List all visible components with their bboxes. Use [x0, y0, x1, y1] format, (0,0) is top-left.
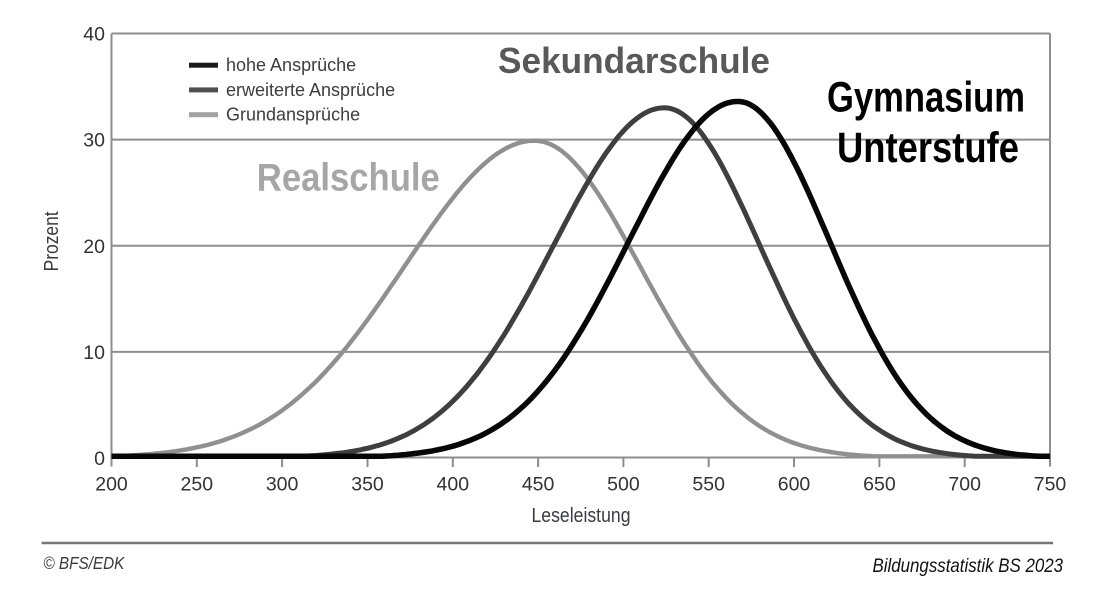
svg-text:650: 650 [863, 474, 896, 496]
svg-text:Gymnasium: Gymnasium [827, 74, 1025, 122]
svg-text:400: 400 [437, 474, 470, 496]
svg-text:20: 20 [83, 236, 105, 258]
svg-text:© BFS/EDK: © BFS/EDK [43, 553, 125, 573]
svg-text:250: 250 [181, 474, 214, 496]
svg-text:200: 200 [95, 474, 128, 496]
svg-text:500: 500 [607, 474, 640, 496]
svg-text:40: 40 [83, 24, 105, 46]
svg-text:Unterstufe: Unterstufe [837, 124, 1019, 172]
svg-text:0: 0 [94, 448, 105, 470]
svg-text:600: 600 [778, 474, 811, 496]
svg-text:300: 300 [266, 474, 299, 496]
svg-text:Prozent: Prozent [41, 211, 63, 271]
svg-text:750: 750 [1034, 474, 1067, 496]
svg-text:Leseleistung: Leseleistung [532, 505, 631, 527]
svg-text:Bildungsstatistik BS 2023: Bildungsstatistik BS 2023 [873, 556, 1064, 577]
svg-text:erweiterte Ansprüche: erweiterte Ansprüche [226, 80, 395, 100]
svg-text:30: 30 [83, 130, 105, 152]
svg-text:hohe Ansprüche: hohe Ansprüche [226, 55, 356, 75]
svg-text:Realschule: Realschule [257, 157, 440, 200]
svg-text:450: 450 [522, 474, 555, 496]
svg-text:Grundansprüche: Grundansprüche [226, 105, 360, 125]
svg-text:Sekundarschule: Sekundarschule [498, 40, 770, 81]
svg-text:10: 10 [83, 342, 105, 364]
svg-text:700: 700 [948, 474, 981, 496]
svg-text:350: 350 [351, 474, 384, 496]
svg-text:550: 550 [692, 474, 725, 496]
